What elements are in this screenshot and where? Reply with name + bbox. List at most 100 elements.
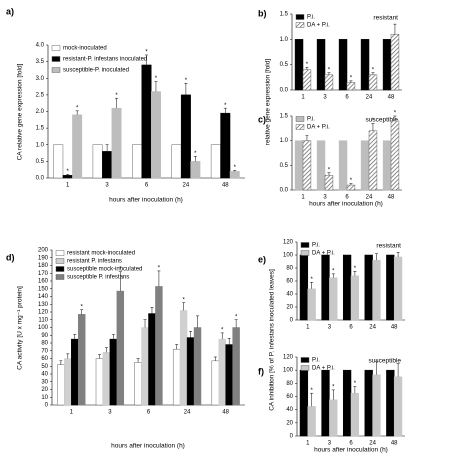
y-tick-label: 90 (41, 333, 48, 339)
y-tick-label: 130 (38, 302, 49, 308)
x-tick-label: 48 (388, 95, 395, 101)
panel-label: d) (6, 252, 15, 262)
y-tick-label: 120 (283, 355, 294, 361)
bar (360, 39, 370, 91)
legend-label: P.i. (312, 358, 320, 364)
panel-tag: resistant (373, 15, 398, 22)
bar (77, 314, 86, 406)
bar (316, 140, 326, 191)
bar (220, 112, 231, 179)
bar (62, 175, 73, 179)
legend-label: DA + P.i. (312, 251, 335, 257)
bar (186, 337, 195, 406)
bar (350, 275, 360, 321)
x-tick-label: 3 (105, 183, 109, 189)
y-tick-label: 20 (41, 387, 48, 393)
x-tick-label: 24 (366, 95, 373, 101)
x-tick-label: 1 (301, 95, 305, 101)
y-tick-label: 1.5 (280, 114, 289, 120)
significance: * (354, 266, 357, 272)
bar (307, 288, 316, 321)
y-tick-label: 4.0 (36, 43, 45, 49)
bar (316, 39, 326, 91)
significance: * (234, 165, 237, 171)
y-tick-label: 0.0 (280, 88, 289, 94)
bar (350, 392, 360, 437)
y-tick-label: 40 (286, 407, 293, 413)
x-tick-label: 3 (323, 95, 327, 101)
panel-tag: susceptible (365, 117, 398, 124)
significance: * (185, 78, 188, 84)
y-tick-label: 2.0 (36, 109, 45, 115)
bar (92, 144, 103, 179)
legend-swatch (295, 116, 305, 122)
y-tick-label: 2.5 (36, 92, 45, 98)
bar (372, 259, 381, 321)
bar (148, 313, 156, 406)
y-tick-label: 0.0 (280, 188, 289, 194)
panel-label: a) (6, 6, 14, 16)
significance: * (332, 384, 335, 390)
bar (179, 310, 188, 406)
bar (193, 327, 202, 406)
x-tick-label: 48 (391, 325, 398, 331)
y-tick-label: 110 (38, 317, 48, 323)
significance: * (235, 314, 238, 320)
y-tick-label: 40 (41, 372, 48, 378)
y-tick-label: 140 (38, 294, 49, 300)
significance: * (350, 178, 353, 184)
bar (172, 348, 181, 406)
y-axis-label: relative gene expression [fold] (265, 59, 272, 146)
y-tick-label: 200 (38, 248, 49, 254)
x-tick-label: 3 (108, 410, 112, 416)
bar (141, 327, 149, 406)
x-tick-label: 48 (391, 441, 398, 447)
y-tick-label: 80 (286, 381, 293, 387)
y-tick-label: 60 (286, 394, 293, 400)
bar (71, 338, 79, 406)
bar (134, 362, 142, 406)
x-tick-label: 6 (145, 183, 149, 189)
y-tick-label: 0 (290, 434, 294, 440)
x-tick-label: 6 (349, 441, 353, 447)
y-tick-label: 40 (286, 292, 293, 298)
significance: * (394, 111, 397, 117)
legend-swatch (300, 357, 310, 363)
panel-tag: resistant (376, 243, 401, 250)
y-tick-label: 170 (38, 271, 49, 277)
y-axis-label: CA inhibition [% of P. infestans inocula… (269, 269, 276, 411)
x-tick-label: 1 (66, 183, 70, 189)
legend-swatch (295, 22, 305, 28)
significance: * (224, 103, 227, 109)
x-tick-label: 1 (301, 195, 305, 201)
panel-label: c) (258, 114, 266, 124)
bar (364, 254, 373, 321)
legend-label: susceptible P. infestans (67, 275, 129, 281)
bar (132, 144, 143, 179)
x-tick-label: 1 (306, 441, 310, 447)
legend-label: P.i. (312, 243, 320, 249)
y-tick-label: 3.0 (36, 76, 45, 82)
bar (342, 254, 352, 321)
legend-label: resistant P. infestans (67, 259, 122, 265)
significance: * (354, 381, 357, 387)
x-axis-label: hours after inoculation (h) (314, 447, 388, 454)
bar (321, 254, 330, 321)
significance: * (182, 297, 185, 303)
bar (171, 144, 182, 179)
significance: * (145, 50, 148, 56)
y-tick-label: 20 (286, 305, 293, 311)
legend-label: resistant-P. infestans inoculated (63, 57, 147, 63)
legend-swatch (51, 56, 61, 62)
x-tick-label: 24 (366, 195, 373, 201)
bar (294, 39, 304, 91)
y-tick-label: 3.5 (36, 59, 45, 65)
legend-label: P.i. (307, 117, 315, 123)
y-tick-label: 50 (41, 364, 48, 370)
bar (393, 256, 403, 321)
bar (346, 82, 356, 91)
y-axis-label: CA relative gene expression [fold] (17, 63, 24, 160)
bar (346, 184, 356, 191)
legend-swatch (300, 250, 310, 256)
